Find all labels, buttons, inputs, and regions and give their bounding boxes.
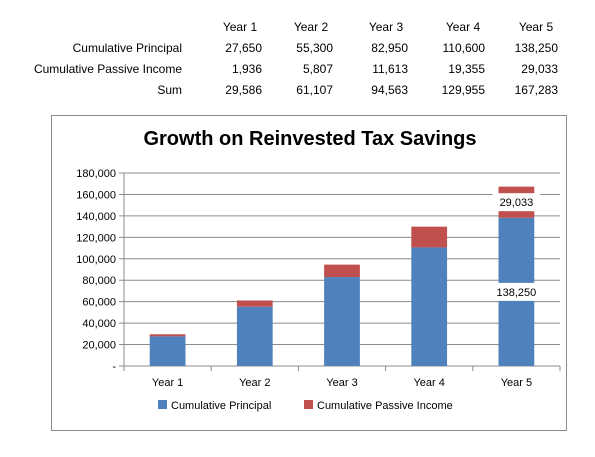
- legend-swatch: [304, 400, 313, 409]
- bar-principal: [324, 277, 360, 366]
- y-tick-label: 40,000: [82, 318, 116, 330]
- bar-passive-income: [149, 334, 186, 337]
- x-tick-label: Year 1: [152, 377, 183, 389]
- x-tick-label: Year 2: [239, 377, 270, 389]
- legend-label: Cumulative Principal: [171, 400, 271, 412]
- row-label: Sum: [157, 83, 182, 97]
- y-tick-label: 180,000: [76, 168, 116, 180]
- y-tick-label: 20,000: [82, 340, 116, 352]
- column-header: Year 4: [445, 20, 481, 34]
- y-tick-label: 140,000: [76, 211, 116, 223]
- stacked-bar-chart: - 20,000 40,000 60,000 80,000 100,000 120,000 1…: [76, 168, 561, 412]
- column-header: Year 2: [293, 20, 329, 34]
- data-label-box: [489, 282, 544, 301]
- bar-passive-income: [236, 300, 273, 307]
- x-tick-label: Year 3: [326, 377, 357, 389]
- column-header: Year 1: [222, 20, 258, 34]
- data-label-box: [492, 193, 541, 212]
- table-cell: 19,355: [448, 62, 485, 76]
- legend-label: Cumulative Passive Income: [317, 400, 453, 412]
- bar-passive-income: [324, 264, 360, 278]
- table-cell: 5,807: [302, 62, 333, 76]
- table-cell: 138,250: [514, 41, 558, 55]
- table-cell: 1,936: [231, 62, 262, 76]
- bar-principal: [236, 306, 273, 366]
- table-cell: 110,600: [442, 41, 486, 55]
- table-cell: 167,283: [514, 83, 558, 97]
- bar-principal: [411, 247, 448, 366]
- bar-principal: [149, 336, 186, 366]
- table-cell: 29,586: [225, 83, 262, 97]
- table-cell: 94,563: [371, 83, 408, 97]
- y-tick-label: 120,000: [76, 232, 116, 244]
- table-cell: 29,033: [521, 62, 558, 76]
- y-tick-label: 100,000: [76, 254, 116, 266]
- legend-swatch: [158, 400, 167, 409]
- row-label: Cumulative Passive Income: [33, 62, 182, 76]
- column-header: Year 5: [518, 20, 554, 34]
- table-cell: 129,955: [441, 83, 485, 97]
- chart-area: Growth on Reinvested Tax Savings - 20,000…: [51, 115, 567, 431]
- table-cell: 11,613: [372, 62, 408, 76]
- bar-passive-income: [411, 226, 448, 248]
- data-label: 138,250: [497, 287, 537, 299]
- table-cell: 61,107: [296, 83, 333, 97]
- chart-title: Growth on Reinvested Tax Savings: [143, 128, 477, 150]
- data-table: Year 1 Year 2 Year 3 Year 4 Year 5 Cumulative…: [0, 0, 595, 110]
- y-tick-label: 160,000: [76, 189, 116, 201]
- table-cell: 55,300: [296, 41, 333, 55]
- data-label: 29,033: [500, 197, 534, 209]
- row-label: Cumulative Principal: [72, 41, 182, 55]
- y-tick-label: 80,000: [82, 275, 116, 287]
- y-tick-label: 60,000: [82, 297, 116, 309]
- y-tick-label: -: [112, 361, 116, 373]
- column-header: Year 3: [368, 20, 404, 34]
- table-cell: 27,650: [225, 41, 262, 55]
- x-tick-label: Year 4: [413, 377, 444, 389]
- x-tick-label: Year 5: [501, 377, 532, 389]
- table-cell: 82,950: [371, 41, 408, 55]
